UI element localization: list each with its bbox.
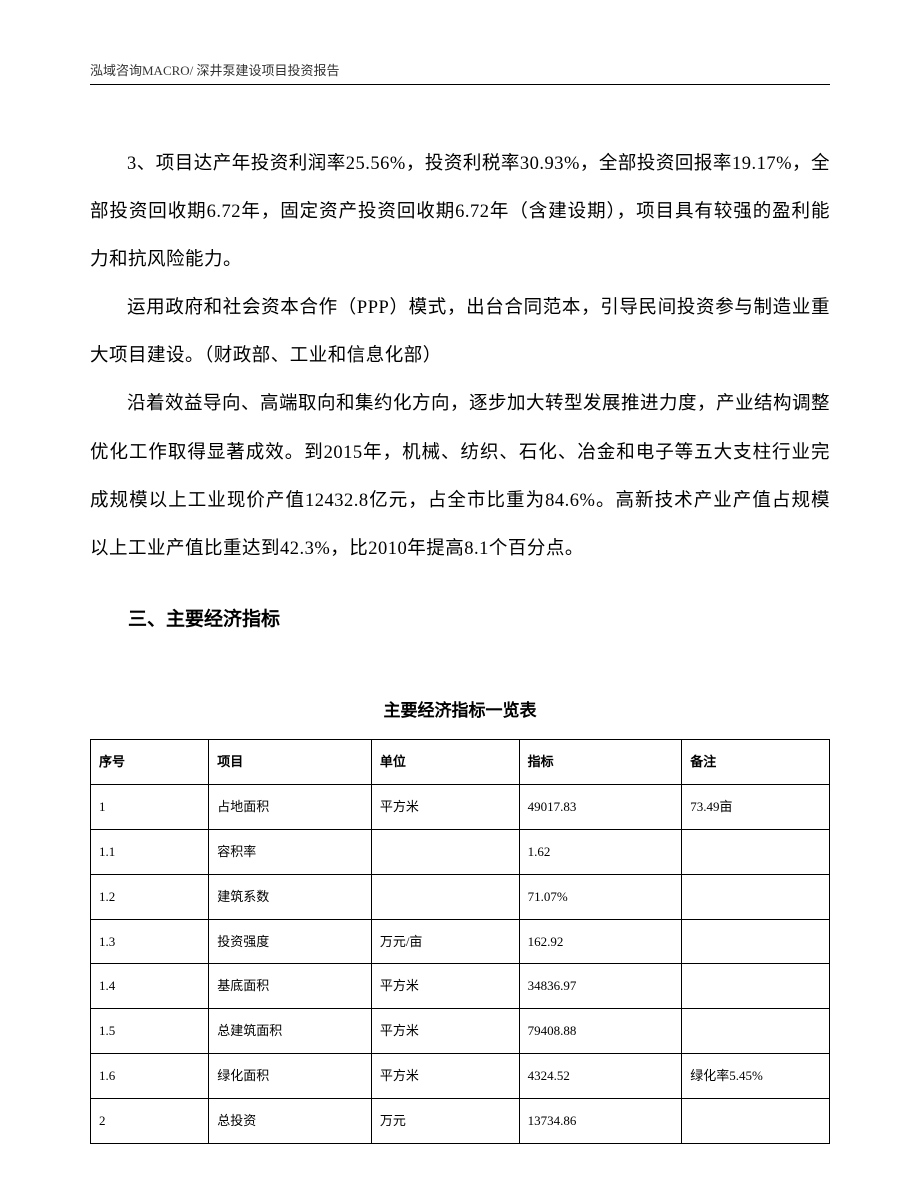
table-cell: 平方米 bbox=[371, 1054, 519, 1099]
table-cell: 基底面积 bbox=[209, 964, 372, 1009]
table-header-cell: 项目 bbox=[209, 740, 372, 785]
table-header-row: 序号 项目 单位 指标 备注 bbox=[91, 740, 830, 785]
table-cell bbox=[682, 919, 830, 964]
table-cell: 1.2 bbox=[91, 874, 209, 919]
section-heading: 三、主要经济指标 bbox=[90, 595, 830, 644]
table-cell bbox=[682, 874, 830, 919]
table-header-cell: 单位 bbox=[371, 740, 519, 785]
table-cell bbox=[682, 1098, 830, 1143]
table-cell bbox=[682, 964, 830, 1009]
table-cell: 投资强度 bbox=[209, 919, 372, 964]
table-row: 1 占地面积 平方米 49017.83 73.49亩 bbox=[91, 785, 830, 830]
table-cell bbox=[682, 1009, 830, 1054]
table-body: 1 占地面积 平方米 49017.83 73.49亩 1.1 容积率 1.62 … bbox=[91, 785, 830, 1143]
page-header: 泓域咨询MACRO/ 深井泵建设项目投资报告 bbox=[90, 60, 830, 85]
table-cell: 1.5 bbox=[91, 1009, 209, 1054]
table-row: 2 总投资 万元 13734.86 bbox=[91, 1098, 830, 1143]
table-cell bbox=[371, 830, 519, 875]
table-cell: 平方米 bbox=[371, 785, 519, 830]
table-cell: 占地面积 bbox=[209, 785, 372, 830]
table-cell: 1.6 bbox=[91, 1054, 209, 1099]
table-cell: 绿化面积 bbox=[209, 1054, 372, 1099]
table-cell bbox=[682, 830, 830, 875]
table-cell: 4324.52 bbox=[519, 1054, 682, 1099]
table-row: 1.4 基底面积 平方米 34836.97 bbox=[91, 964, 830, 1009]
table-cell: 1.3 bbox=[91, 919, 209, 964]
table-row: 1.1 容积率 1.62 bbox=[91, 830, 830, 875]
table-cell: 13734.86 bbox=[519, 1098, 682, 1143]
table-cell: 平方米 bbox=[371, 964, 519, 1009]
table-cell: 万元 bbox=[371, 1098, 519, 1143]
table-row: 1.6 绿化面积 平方米 4324.52 绿化率5.45% bbox=[91, 1054, 830, 1099]
table-cell: 79408.88 bbox=[519, 1009, 682, 1054]
paragraph-1: 3、项目达产年投资利润率25.56%，投资利税率30.93%，全部投资回报率19… bbox=[90, 140, 830, 284]
table-cell: 1.62 bbox=[519, 830, 682, 875]
table-cell: 1.1 bbox=[91, 830, 209, 875]
table-row: 1.5 总建筑面积 平方米 79408.88 bbox=[91, 1009, 830, 1054]
table-cell: 49017.83 bbox=[519, 785, 682, 830]
paragraph-3: 沿着效益导向、高端取向和集约化方向，逐步加大转型发展推进力度，产业结构调整优化工… bbox=[90, 380, 830, 572]
table-cell: 1 bbox=[91, 785, 209, 830]
table-cell: 1.4 bbox=[91, 964, 209, 1009]
header-text: 泓域咨询MACRO/ 深井泵建设项目投资报告 bbox=[90, 63, 340, 78]
paragraph-2: 运用政府和社会资本合作（PPP）模式，出台合同范本，引导民间投资参与制造业重大项… bbox=[90, 284, 830, 380]
table-cell: 34836.97 bbox=[519, 964, 682, 1009]
table-cell: 绿化率5.45% bbox=[682, 1054, 830, 1099]
table-cell: 平方米 bbox=[371, 1009, 519, 1054]
table-header-cell: 指标 bbox=[519, 740, 682, 785]
table-cell: 建筑系数 bbox=[209, 874, 372, 919]
table-cell: 71.07% bbox=[519, 874, 682, 919]
table-row: 1.3 投资强度 万元/亩 162.92 bbox=[91, 919, 830, 964]
table-cell: 2 bbox=[91, 1098, 209, 1143]
table-cell bbox=[371, 874, 519, 919]
table-cell: 容积率 bbox=[209, 830, 372, 875]
table-cell: 万元/亩 bbox=[371, 919, 519, 964]
table-row: 1.2 建筑系数 71.07% bbox=[91, 874, 830, 919]
table-header-cell: 备注 bbox=[682, 740, 830, 785]
document-page: 泓域咨询MACRO/ 深井泵建设项目投资报告 3、项目达产年投资利润率25.56… bbox=[0, 0, 920, 1184]
document-content: 3、项目达产年投资利润率25.56%，投资利税率30.93%，全部投资回报率19… bbox=[90, 140, 830, 1144]
table-cell: 总建筑面积 bbox=[209, 1009, 372, 1054]
table-cell: 73.49亩 bbox=[682, 785, 830, 830]
table-cell: 总投资 bbox=[209, 1098, 372, 1143]
economic-indicators-table: 序号 项目 单位 指标 备注 1 占地面积 平方米 49017.83 73.49… bbox=[90, 739, 830, 1143]
table-header-cell: 序号 bbox=[91, 740, 209, 785]
table-cell: 162.92 bbox=[519, 919, 682, 964]
table-title: 主要经济指标一览表 bbox=[90, 689, 830, 733]
